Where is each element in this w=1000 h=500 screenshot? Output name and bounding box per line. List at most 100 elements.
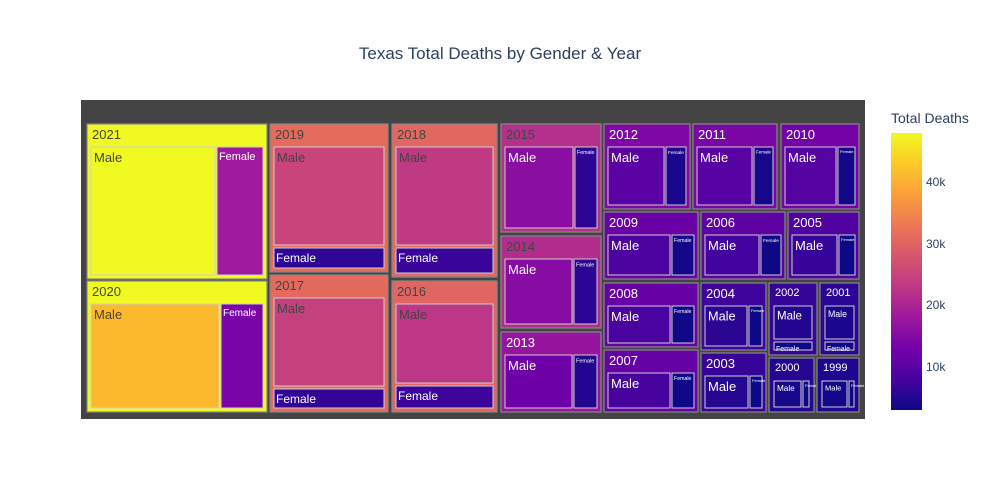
male-rect-2010[interactable] (784, 146, 837, 206)
year-tile-2010[interactable]: 2010 Male Female (780, 123, 860, 210)
year-tile-1999[interactable]: 1999 Male Female (816, 357, 865, 413)
year-tile-2020[interactable]: 2020 Male Female (86, 280, 268, 413)
male-rect-2008[interactable] (607, 305, 671, 344)
year-tile-2004[interactable]: 2004 Male Female (700, 282, 767, 351)
year-tile-2016[interactable]: 2016 Male Female (391, 280, 498, 413)
male-rect-2012[interactable] (607, 146, 665, 206)
female-rect-2015[interactable] (574, 146, 598, 229)
male-rect-2018[interactable] (395, 146, 494, 246)
year-tile-2006[interactable]: 2006 Male Female (700, 211, 786, 280)
female-rect-2006[interactable] (760, 234, 782, 276)
male-label-2019: Male (277, 150, 305, 165)
female-label-2020: Female (223, 308, 257, 319)
male-label-2008: Male (611, 309, 639, 324)
female-label-2001: Female (827, 346, 850, 353)
year-label-2010: 2010 (786, 127, 815, 142)
male-rect-2000[interactable] (773, 380, 802, 408)
female-rect-2002[interactable] (773, 341, 813, 351)
male-rect-2011[interactable] (696, 146, 753, 206)
female-rect-2012[interactable] (665, 146, 687, 206)
year-label-2002: 2002 (775, 287, 799, 299)
year-tile-2011[interactable]: 2011 Male Female (692, 123, 778, 210)
year-label-2013: 2013 (506, 335, 535, 350)
female-rect-2007[interactable] (671, 372, 695, 409)
colorbar (891, 133, 922, 410)
female-label-2005: Female (841, 237, 855, 242)
male-rect-2009[interactable] (607, 234, 671, 276)
year-label-2003: 2003 (706, 356, 735, 371)
year-tile-2018[interactable]: 2018 Male Female (391, 123, 498, 278)
male-rect-2001[interactable] (824, 305, 855, 340)
year-tile-2019[interactable]: 2019 Male Female (269, 123, 389, 273)
female-rect-2013[interactable] (573, 354, 598, 409)
year-tile-2003[interactable]: 2003 Male Female (700, 352, 767, 413)
chart-title: Texas Total Deaths by Gender & Year (358, 44, 642, 63)
male-rect-2004[interactable] (704, 305, 748, 347)
female-label-2017: Female (276, 392, 316, 406)
year-tile-2002[interactable]: 2002 Male Female (768, 282, 818, 356)
male-rect-2021[interactable] (90, 146, 216, 276)
male-rect-2002[interactable] (773, 305, 813, 340)
male-rect-2007[interactable] (607, 372, 671, 409)
female-rect-1999[interactable] (848, 380, 855, 408)
female-rect-2016[interactable] (395, 385, 494, 409)
male-label-2016: Male (399, 307, 427, 322)
female-label-2011: Female (756, 150, 772, 155)
female-rect-2008[interactable] (671, 305, 695, 344)
male-rect-2015[interactable] (504, 146, 574, 229)
female-rect-2011[interactable] (753, 146, 774, 206)
female-rect-2003[interactable] (749, 375, 763, 409)
year-tile-2008[interactable]: 2008 Male Female (603, 282, 699, 348)
colorbar-tick-label: 30k (926, 236, 946, 251)
year-tile-2021[interactable]: 2021 Male Female (86, 123, 268, 280)
female-rect-2017[interactable] (273, 388, 385, 409)
male-label-2020: Male (94, 307, 122, 322)
year-tile-2009[interactable]: 2009 Male Female (603, 211, 699, 280)
male-label-2005: Male (795, 238, 823, 253)
year-label-2000: 2000 (775, 362, 799, 374)
year-tile-2012[interactable]: 2012 Male Female (603, 123, 691, 210)
male-rect-2003[interactable] (704, 375, 749, 409)
year-label-2005: 2005 (793, 215, 822, 230)
male-rect-2019[interactable] (273, 146, 385, 246)
male-rect-2005[interactable] (791, 234, 838, 276)
male-rect-2020[interactable] (90, 303, 220, 409)
male-rect-2013[interactable] (504, 354, 573, 409)
year-tile-2015[interactable]: 2015 Male Female (500, 123, 602, 233)
female-rect-2005[interactable] (838, 234, 856, 276)
male-rect-1999[interactable] (821, 380, 848, 408)
year-tile-2013[interactable]: 2013 Male Female (500, 331, 602, 413)
female-rect-2021[interactable] (216, 146, 264, 276)
year-label-2008: 2008 (609, 286, 638, 301)
female-rect-2001[interactable] (824, 341, 855, 351)
colorbar-tick-label: 10k (926, 359, 946, 374)
year-label-2021: 2021 (92, 127, 121, 142)
year-tile-2017[interactable]: 2017 Male Female (269, 274, 389, 413)
year-tile-2001[interactable]: 2001 Male Female (819, 282, 860, 356)
male-rect-2017[interactable] (273, 297, 385, 387)
female-rect-2009[interactable] (671, 234, 695, 276)
male-rect-2016[interactable] (395, 303, 494, 384)
female-rect-2018[interactable] (395, 247, 494, 274)
female-rect-2020[interactable] (220, 303, 264, 409)
male-rect-2006[interactable] (704, 234, 760, 276)
year-label-2018: 2018 (397, 127, 426, 142)
female-rect-2000[interactable] (802, 380, 810, 408)
female-rect-2004[interactable] (748, 305, 763, 347)
female-rect-2010[interactable] (837, 146, 856, 206)
female-rect-2014[interactable] (573, 258, 598, 325)
male-label-2007: Male (611, 376, 639, 391)
male-label-2006: Male (708, 238, 736, 253)
female-rect-2019[interactable] (273, 247, 385, 269)
male-rect-2014[interactable] (504, 258, 573, 325)
year-tile-2005[interactable]: 2005 Male Female (787, 211, 860, 280)
male-label-2014: Male (508, 262, 536, 277)
year-tile-2007[interactable]: 2007 Male Female (603, 349, 699, 413)
female-label-2016: Female (398, 389, 438, 403)
female-label-2012: Female (668, 150, 684, 156)
year-tile-2000[interactable]: 2000 Male Female (768, 357, 819, 413)
male-label-2011: Male (700, 150, 728, 165)
female-label-2021: Female (219, 151, 255, 163)
year-label-2012: 2012 (609, 127, 638, 142)
year-tile-2014[interactable]: 2014 Male Female (500, 235, 602, 329)
